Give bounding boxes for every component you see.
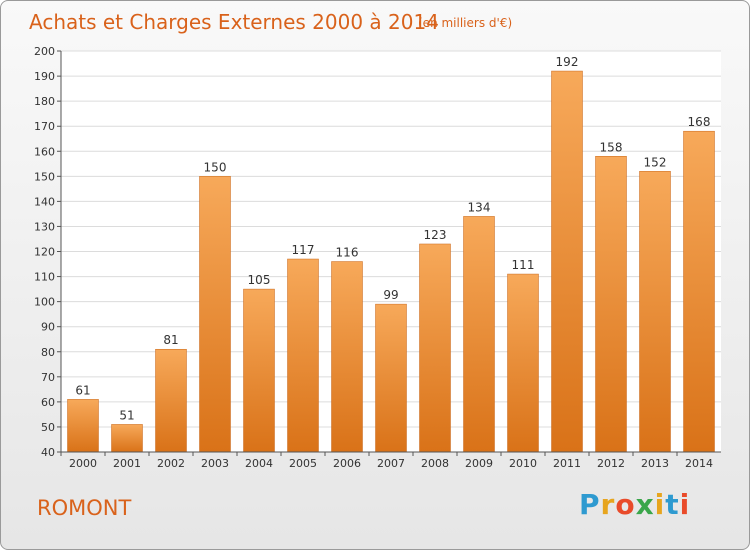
bar-value-label: 123 — [424, 228, 447, 242]
bar-value-label: 192 — [556, 55, 579, 69]
x-axis: 2000 2001 2002 2003 2004 2005 2006 2007 2008 2009… — [60, 451, 721, 470]
chart-title: Achats et Charges Externes 2000 à 2014 — [29, 10, 439, 34]
proxiti-logo: Proxiti — [579, 488, 690, 521]
bar — [375, 303, 407, 453]
logo-letter: o — [615, 488, 636, 521]
y-tick-label: 150 — [34, 170, 55, 183]
logo-letter: r — [600, 488, 616, 521]
bar — [419, 243, 451, 453]
y-tick-label: 70 — [41, 371, 55, 384]
y-tick-label: 90 — [41, 321, 55, 334]
y-tick-label: 100 — [34, 296, 55, 309]
y-tick-label: 160 — [34, 145, 55, 158]
x-tick-label: 2011 — [553, 457, 581, 470]
bar-value-label: 51 — [119, 408, 134, 422]
x-tick-label: 2012 — [597, 457, 625, 470]
y-tick-label: 170 — [34, 120, 55, 133]
y-tick-label: 140 — [34, 195, 55, 208]
bar — [463, 216, 495, 453]
bar — [331, 261, 363, 453]
y-tick-label: 120 — [34, 246, 55, 259]
y-tick-label: 180 — [34, 95, 55, 108]
logo-letter: x — [635, 488, 655, 521]
x-tick-label: 2004 — [245, 457, 273, 470]
y-tick-label: 80 — [41, 346, 55, 359]
x-tick-label: 2006 — [333, 457, 361, 470]
bar — [595, 156, 627, 453]
bar-value-label: 81 — [163, 333, 178, 347]
bar — [639, 171, 671, 453]
bar-value-label: 158 — [600, 140, 623, 154]
bar-value-label: 61 — [75, 383, 90, 397]
x-tick-label: 2001 — [113, 457, 141, 470]
bar-value-label: 111 — [512, 258, 535, 272]
logo-letter: i — [654, 488, 666, 521]
y-tick-label: 110 — [34, 271, 55, 284]
y-tick-label: 60 — [41, 396, 55, 409]
y-tick-label: 50 — [41, 421, 55, 434]
bar-value-label: 152 — [644, 155, 667, 169]
bar — [551, 70, 583, 453]
y-tick-label: 200 — [34, 45, 55, 58]
x-tick-label: 2000 — [69, 457, 97, 470]
x-tick-label: 2014 — [685, 457, 713, 470]
x-tick-label: 2002 — [157, 457, 185, 470]
bar — [199, 176, 231, 453]
bar — [683, 130, 715, 453]
bar — [507, 273, 539, 453]
logo-letter: P — [579, 488, 601, 521]
x-tick-label: 2007 — [377, 457, 405, 470]
x-tick-label: 2009 — [465, 457, 493, 470]
x-tick-label: 2003 — [201, 457, 229, 470]
bar — [111, 424, 143, 453]
bar-value-label: 99 — [383, 288, 398, 302]
bar-value-label: 117 — [292, 243, 315, 257]
y-tick-label: 40 — [41, 446, 55, 459]
commune-name: ROMONT — [37, 496, 131, 520]
logo-letter: i — [679, 488, 691, 521]
x-tick-label: 2005 — [289, 457, 317, 470]
bar-value-label: 116 — [336, 246, 359, 260]
bar — [287, 258, 319, 453]
x-tick-label: 2008 — [421, 457, 449, 470]
bar — [67, 399, 99, 453]
logo-letter: t — [665, 488, 680, 521]
y-tick-label: 190 — [34, 70, 55, 83]
y-tick-label: 130 — [34, 220, 55, 233]
bar-value-label: 150 — [204, 160, 227, 174]
x-tick-label: 2010 — [509, 457, 537, 470]
bar-value-label: 168 — [688, 115, 711, 129]
bars: 61 51 81 150 105 117 116 99 123 134 111 192 158 152 16… — [67, 55, 715, 453]
bar-value-label: 134 — [468, 200, 491, 214]
bar — [155, 348, 187, 453]
y-axis: 40 50 60 70 80 90 100 110 120 130 140 150 160 170 180 1… — [34, 45, 62, 459]
bar-value-label: 105 — [248, 273, 271, 287]
x-tick-label: 2013 — [641, 457, 669, 470]
bar — [243, 288, 275, 453]
chart-subtitle: (en milliers d'€) — [418, 16, 512, 30]
